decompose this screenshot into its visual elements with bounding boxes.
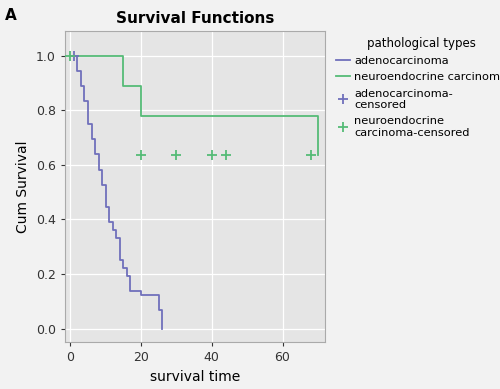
Y-axis label: Cum Survival: Cum Survival xyxy=(16,140,30,233)
Text: A: A xyxy=(5,8,17,23)
Legend: adenocarcinoma, neuroendocrine carcinoma, adenocarcinoma-
censored, neuroendocri: adenocarcinoma, neuroendocrine carcinoma… xyxy=(336,37,500,138)
Title: Survival Functions: Survival Functions xyxy=(116,11,274,26)
X-axis label: survival time: survival time xyxy=(150,370,240,384)
